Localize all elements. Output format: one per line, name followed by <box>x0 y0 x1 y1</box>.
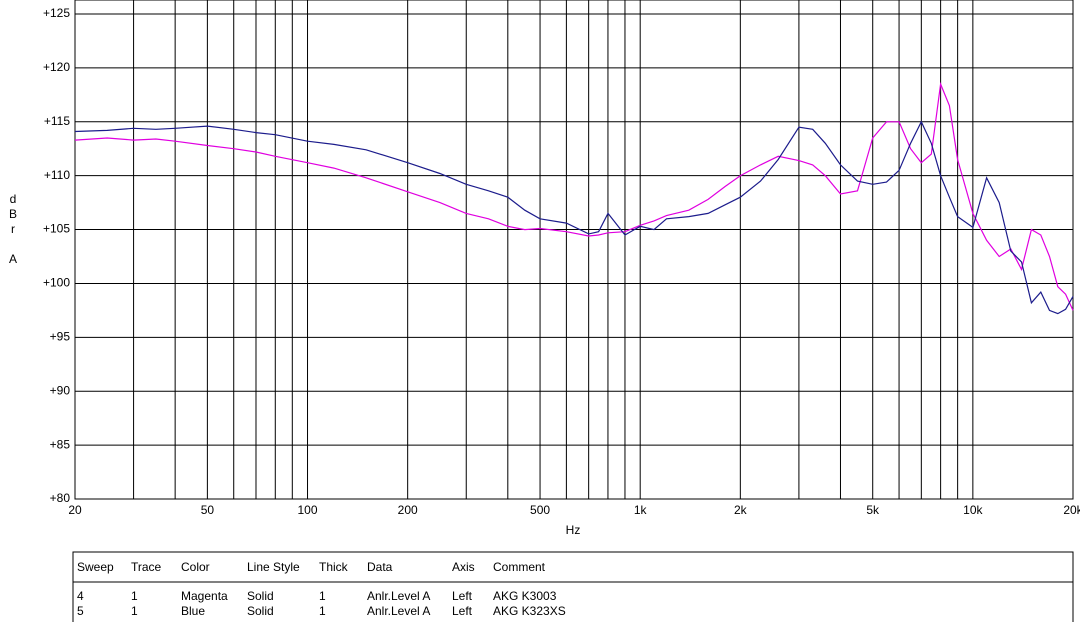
table-cell: Anlr.Level A <box>367 589 430 603</box>
table-cell: Anlr.Level A <box>367 604 430 618</box>
x-tick-label: 20 <box>68 503 82 517</box>
table-cell: AKG K323XS <box>493 604 566 618</box>
table-header: Axis <box>452 560 475 574</box>
x-tick-label: 100 <box>298 503 318 517</box>
table-cell: Solid <box>247 604 274 618</box>
y-tick-label: +80 <box>50 491 71 505</box>
y-tick-label: +85 <box>50 437 71 451</box>
y-tick-label: +90 <box>50 383 71 397</box>
table-cell: 4 <box>77 589 84 603</box>
table-cell: Left <box>452 604 473 618</box>
table-header: Line Style <box>247 560 300 574</box>
x-axis-label: Hz <box>566 523 581 537</box>
x-tick-label: 1k <box>634 503 648 517</box>
table-cell: AKG K3003 <box>493 589 557 603</box>
table-header: Data <box>367 560 393 574</box>
plot-frame <box>74 0 1074 500</box>
table-cell: 1 <box>131 589 138 603</box>
table-cell: 1 <box>319 604 326 618</box>
table-header: Comment <box>493 560 546 574</box>
y-tick-label: +125 <box>43 6 70 20</box>
y-tick-label: +120 <box>43 60 70 74</box>
y-tick-label: +115 <box>44 114 70 128</box>
x-tick-label: 50 <box>201 503 215 517</box>
x-tick-label: 2k <box>734 503 748 517</box>
y-tick-label: +100 <box>43 276 70 290</box>
table-header: Color <box>181 560 210 574</box>
y-tick-label: +105 <box>43 222 70 236</box>
x-tick-label: 500 <box>530 503 550 517</box>
legend-table <box>72 551 1074 622</box>
table-header: Thick <box>319 560 349 574</box>
series-line <box>74 81 1074 311</box>
x-tick-label: 10k <box>963 503 983 517</box>
table-cell: 1 <box>319 589 326 603</box>
x-tick-label: 20k <box>1063 503 1080 517</box>
x-tick-label: 200 <box>398 503 418 517</box>
table-cell: Magenta <box>181 589 228 603</box>
table-header: Sweep <box>77 560 114 574</box>
table-cell: Solid <box>247 589 274 603</box>
table-cell: 5 <box>77 604 84 618</box>
table-cell: Blue <box>181 604 205 618</box>
y-tick-label: +110 <box>44 168 70 182</box>
table-cell: 1 <box>131 604 138 618</box>
table-header: Trace <box>131 560 162 574</box>
y-tick-label: +95 <box>50 330 71 344</box>
series-line <box>74 120 1074 315</box>
table-cell: Left <box>452 589 473 603</box>
x-tick-label: 5k <box>866 503 880 517</box>
